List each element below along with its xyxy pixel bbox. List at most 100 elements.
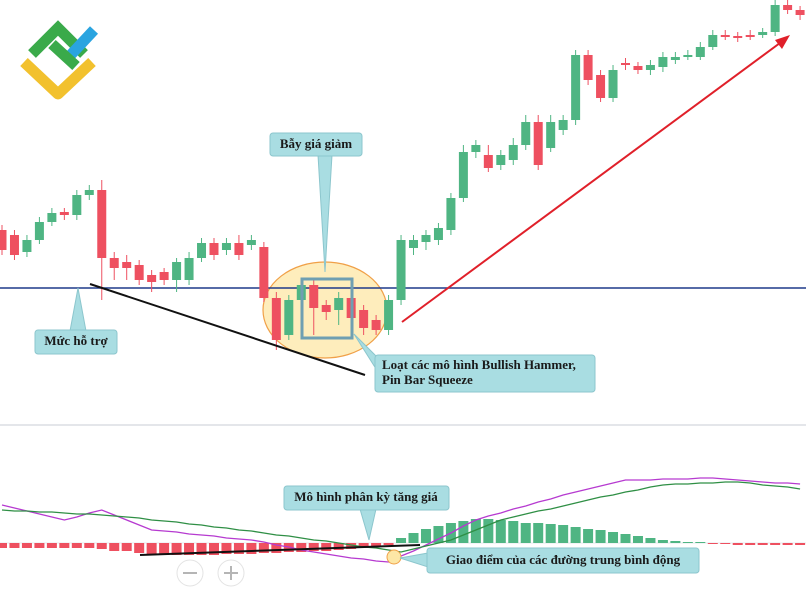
candle-body xyxy=(396,240,406,300)
callout-tail xyxy=(359,508,377,541)
candle-body xyxy=(84,190,94,195)
trap-box xyxy=(300,277,354,340)
histogram-bar xyxy=(795,543,806,545)
candle-body xyxy=(546,122,556,148)
candle-body xyxy=(571,55,581,120)
crossover-label: Giao điểm của các đường trung bình động xyxy=(446,552,681,567)
histogram-bar xyxy=(782,543,793,545)
histogram-bar xyxy=(520,523,531,543)
candle-body xyxy=(122,262,132,268)
histogram-bar xyxy=(483,519,494,543)
candle-body xyxy=(633,66,643,70)
callout-box xyxy=(426,547,700,574)
histogram-bar xyxy=(720,543,731,544)
histogram-bar xyxy=(196,543,207,555)
histogram-bar xyxy=(770,543,781,545)
candle-body xyxy=(109,258,119,268)
support-label: Mức hỗ trợ xyxy=(44,333,108,348)
histogram-bar xyxy=(296,543,307,552)
histogram-bar xyxy=(620,534,631,543)
histogram-bar xyxy=(632,536,643,543)
candle-body xyxy=(695,47,705,57)
candle-body xyxy=(134,265,144,280)
histogram-bar xyxy=(258,543,269,553)
histogram-bar xyxy=(595,530,606,543)
patterns-label: Pin Bar Squeeze xyxy=(382,372,473,387)
histogram-bar xyxy=(508,521,519,543)
candle-body xyxy=(583,55,593,80)
candle-body xyxy=(708,35,718,47)
candle-body xyxy=(172,262,182,280)
arrow-head xyxy=(775,35,790,49)
divergence-label: Mô hình phân kỳ tăng giá xyxy=(294,489,438,504)
histogram-bar xyxy=(59,543,70,548)
callout-box xyxy=(374,354,596,393)
candle-body xyxy=(147,275,157,282)
divergence-line xyxy=(139,544,421,556)
histogram-bar xyxy=(271,543,282,553)
candle-body xyxy=(683,55,693,57)
callout-tail xyxy=(317,154,333,273)
zoom-in-button[interactable] xyxy=(217,559,245,587)
histogram-bar xyxy=(657,540,668,543)
trap-label: Bẫy giá giảm xyxy=(280,136,352,151)
histogram-bar xyxy=(670,541,681,543)
candle-body xyxy=(259,247,269,298)
histogram-bar xyxy=(645,538,656,543)
candle-body xyxy=(608,70,618,98)
candle-body xyxy=(596,75,606,98)
histogram-bar xyxy=(346,543,357,549)
candle-body xyxy=(770,5,780,32)
histogram-bar xyxy=(695,542,706,543)
histogram-bar xyxy=(221,543,232,554)
crossover-marker xyxy=(386,549,402,565)
candle-body xyxy=(758,32,768,35)
candle-body xyxy=(783,5,793,10)
trend-line xyxy=(89,283,366,376)
candle-body xyxy=(97,190,107,258)
callout-box xyxy=(283,485,450,511)
candle-body xyxy=(745,35,755,37)
candle-body xyxy=(34,222,44,240)
candle-body xyxy=(508,145,518,160)
histogram-bar xyxy=(757,543,768,545)
histogram-bar xyxy=(383,543,394,545)
candle-body xyxy=(309,285,319,308)
histogram-bar xyxy=(396,538,407,543)
histogram-bar xyxy=(0,543,7,548)
candle-body xyxy=(22,240,32,252)
histogram-bar xyxy=(408,533,419,543)
candle-body xyxy=(670,57,680,60)
histogram-bar xyxy=(732,543,743,545)
candle-body xyxy=(221,243,231,250)
candle-body xyxy=(471,145,481,152)
histogram-bar xyxy=(9,543,20,548)
candle-body xyxy=(645,65,655,70)
candle-body xyxy=(197,243,207,258)
histogram-bar xyxy=(420,529,431,543)
histogram-bar xyxy=(121,543,132,551)
candle-body xyxy=(409,240,419,248)
candle-body xyxy=(359,310,369,328)
histogram-bar xyxy=(682,542,693,543)
histogram-bar xyxy=(745,543,756,545)
histogram-bar xyxy=(608,532,619,543)
candle-body xyxy=(496,155,506,165)
candle-body xyxy=(483,155,493,168)
candle-body xyxy=(209,243,219,255)
histogram-bar xyxy=(458,521,469,543)
histogram-bar xyxy=(109,543,120,551)
histogram-bar xyxy=(246,543,257,554)
zoom-out-button[interactable] xyxy=(176,559,204,587)
candle-body xyxy=(795,10,805,15)
candle-body xyxy=(246,240,256,245)
histogram-bar xyxy=(146,543,157,555)
histogram-bar xyxy=(470,519,481,543)
candle-body xyxy=(234,243,244,255)
candle-body xyxy=(733,36,743,38)
callout-tail xyxy=(69,287,87,332)
histogram-bar xyxy=(570,527,581,543)
candle-body xyxy=(658,57,668,67)
